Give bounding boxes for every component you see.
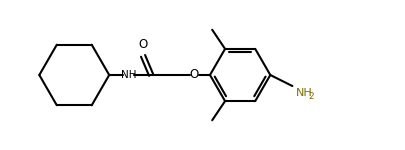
Text: O: O [189,69,198,81]
Text: NH: NH [120,70,136,80]
Text: NH: NH [295,88,312,98]
Text: 2: 2 [307,92,313,101]
Text: O: O [138,38,147,51]
